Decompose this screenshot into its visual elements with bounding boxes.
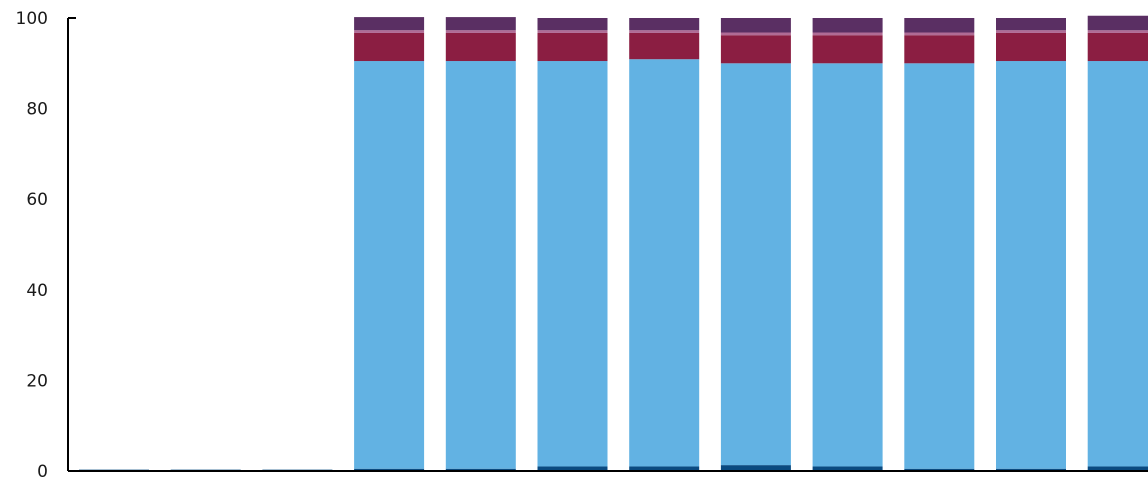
bar-segment — [904, 18, 975, 33]
bar-segment — [812, 35, 883, 64]
bar-segment — [996, 61, 1066, 469]
bar-segment — [812, 466, 883, 471]
bar-segment — [445, 32, 516, 62]
bar-segment — [354, 30, 425, 33]
bar-segment — [537, 61, 608, 467]
bar-segment — [996, 30, 1066, 33]
bar-segment — [904, 63, 975, 469]
bar-segment — [629, 30, 700, 33]
bar-segment — [354, 468, 425, 471]
bar-segment — [996, 18, 1066, 31]
bar-segment — [1087, 15, 1148, 31]
bar-segment — [629, 466, 700, 471]
bar-segment — [537, 466, 608, 471]
bar-stacks — [79, 15, 1148, 471]
bar-segment — [445, 30, 516, 33]
bar-segment — [1087, 466, 1148, 471]
bar-segment — [629, 32, 700, 60]
bar-segment — [354, 32, 425, 62]
bar-segment — [812, 18, 883, 33]
bar-segment — [1087, 30, 1148, 33]
bar-segment — [629, 18, 700, 31]
y-tick-label: 60 — [26, 190, 48, 210]
bar-segment — [904, 32, 975, 36]
bar-segment — [720, 32, 791, 36]
y-axis-ticks: 0 20 40 60 80 100 — [16, 9, 48, 479]
bar-segment — [812, 63, 883, 467]
bar-segment — [720, 465, 791, 471]
bar-segment — [445, 17, 516, 31]
y-tick-label: 20 — [26, 371, 48, 391]
bar-segment — [537, 30, 608, 33]
y-tick-label: 40 — [26, 281, 48, 301]
bar-segment — [904, 468, 975, 471]
y-tick-label: 80 — [26, 100, 48, 120]
bar-segment — [904, 35, 975, 64]
bar-segment — [445, 468, 516, 471]
bar-segment — [629, 59, 700, 467]
bar-segment — [354, 17, 425, 31]
bar-segment — [720, 18, 791, 33]
bar-segment — [1087, 61, 1148, 467]
bar-segment — [537, 32, 608, 62]
bar-segment — [720, 35, 791, 64]
bar-segment — [537, 18, 608, 31]
bar-segment — [812, 32, 883, 36]
bar-segment — [354, 61, 425, 469]
bar-segment — [1087, 32, 1148, 62]
bar-segment — [996, 468, 1066, 471]
bar-segment — [996, 32, 1066, 62]
bar-segment — [720, 63, 791, 466]
y-tick-label: 0 — [37, 462, 48, 479]
bar-segment — [445, 61, 516, 469]
y-tick-label: 100 — [16, 9, 48, 29]
